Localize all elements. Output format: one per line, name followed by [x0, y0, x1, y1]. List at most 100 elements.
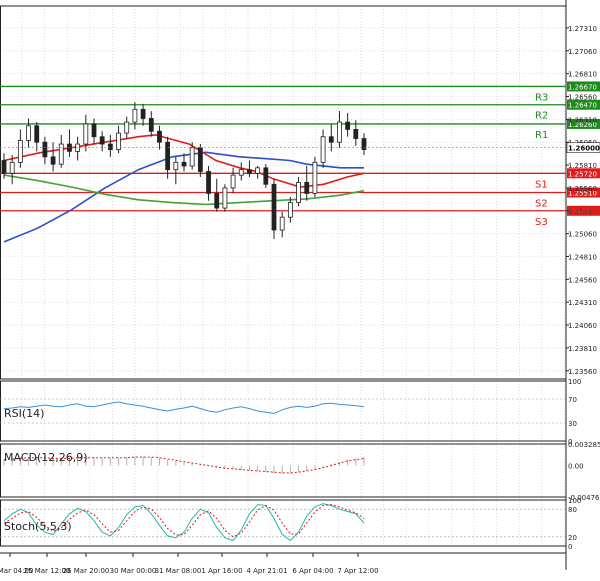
candle — [320, 129, 326, 168]
level-name-r2: R2 — [535, 111, 548, 122]
candle — [279, 211, 285, 238]
price-tick-label: 1.26560 — [568, 94, 597, 102]
candle-body — [337, 121, 342, 143]
candle-body — [83, 123, 89, 145]
stoch-tick-label: 20 — [568, 534, 577, 542]
rsi-label: RSI(14) — [4, 407, 44, 420]
moving-average-line — [3, 151, 364, 243]
candle — [50, 142, 56, 172]
candle-body — [189, 147, 195, 167]
candle-body — [361, 138, 367, 150]
time-tick-label: 31 Mar 08:00 — [155, 567, 202, 575]
level-price-tag-s2: 1.25510 — [567, 187, 600, 198]
candle — [165, 136, 171, 179]
level-price-tag-r3: 1.26670 — [567, 81, 600, 92]
price-tick-label: 1.24810 — [568, 253, 597, 261]
current-price-label: 1.26000 — [568, 145, 600, 153]
candle-body — [107, 143, 113, 150]
time-tick-label: 26 Mar 20:00 — [63, 567, 110, 575]
candle — [214, 178, 220, 212]
rsi-panel: 100 70 30 0 RSI(14) — [0, 378, 581, 446]
price-tick-label: 1.24560 — [568, 276, 597, 284]
rsi-tick-label: 0 — [568, 438, 572, 446]
candle — [263, 164, 269, 188]
price-tick-label: 1.26810 — [568, 71, 597, 79]
level-price-tag-r1: 1.26260 — [567, 118, 600, 129]
candle — [206, 165, 211, 201]
candle — [1, 153, 7, 179]
current-price-tag: 1.26000 — [566, 142, 600, 154]
level-name-s2: S2 — [535, 199, 548, 210]
level-price-tag-s1: 1.25720 — [567, 168, 600, 179]
candle — [107, 134, 113, 157]
rsi-tick-label: 30 — [568, 420, 577, 428]
level-price-label-r3: 1.26670 — [568, 83, 597, 91]
candle-body — [9, 161, 15, 174]
candle-body — [42, 141, 48, 158]
candle — [353, 120, 359, 146]
candle-body — [353, 129, 359, 139]
price-tick-label: 1.23810 — [568, 345, 597, 353]
chart-grid — [0, 6, 566, 546]
level-price-tag-s3: 1.25310 — [567, 205, 600, 216]
stoch-tick-label: 0 — [568, 543, 572, 551]
pivot-levels: R3 1.26670 R2 1.26470 R1 1.26260 S1 1.25720 S2 1.… — [0, 81, 600, 228]
level-name-s1: S1 — [535, 179, 548, 190]
time-tick-label: 30 Mar 00:00 — [110, 567, 157, 575]
candle — [116, 125, 121, 154]
candle-body — [255, 167, 261, 174]
level-name-s3: S3 — [535, 217, 548, 228]
candle-body — [214, 193, 220, 209]
time-tick-label: 24 Mar 04:00 — [0, 567, 33, 575]
candle-body — [34, 125, 40, 143]
candle — [9, 155, 15, 185]
candle — [345, 112, 351, 137]
price-axis: 1.27310 1.27060 1.26810 1.26560 1.26310 1.260… — [0, 25, 600, 376]
candle — [42, 136, 48, 165]
candle-body — [17, 139, 23, 163]
candle-body — [312, 161, 318, 194]
time-tick-label: 25 Mar 12:00 — [24, 567, 71, 575]
candle — [337, 111, 342, 148]
rsi-line — [3, 401, 365, 414]
candle — [287, 197, 293, 223]
candle — [17, 129, 23, 168]
candle — [222, 184, 228, 212]
level-price-label-r2: 1.26470 — [568, 102, 597, 110]
level-name-r1: R1 — [535, 130, 548, 141]
candle-body — [91, 123, 97, 138]
candle-body — [287, 202, 293, 218]
candle-body — [58, 143, 64, 165]
candle — [361, 133, 367, 156]
candle — [157, 125, 162, 150]
candle — [328, 123, 334, 152]
candle — [26, 118, 31, 148]
candle — [91, 118, 97, 145]
candle-body — [328, 136, 334, 143]
candle-body — [173, 161, 179, 171]
candle-body — [238, 169, 244, 176]
candle-body — [50, 156, 56, 165]
price-tick-label: 1.26310 — [568, 116, 597, 124]
price-tick-label: 1.24060 — [568, 322, 597, 330]
candle-body — [222, 187, 228, 209]
macd-label: MACD(12,26,9) — [4, 451, 88, 464]
price-tick-label: 1.24310 — [568, 299, 597, 307]
candle — [181, 153, 187, 172]
price-tick-label: 1.27310 — [568, 25, 597, 33]
candle — [255, 165, 261, 179]
macd-panel: 0.003285 0.00 -0.004769 MACD(12,26,9) — [3, 441, 600, 502]
rsi-tick-label: 70 — [568, 396, 577, 404]
macd-tick-label: 0.003285 — [568, 441, 600, 449]
moving-average-line — [3, 174, 365, 206]
candle — [58, 134, 64, 168]
candle — [148, 111, 154, 137]
candle-body — [320, 136, 326, 163]
candle-body — [1, 160, 7, 174]
candle-body — [296, 182, 301, 203]
candle-body — [247, 169, 252, 174]
price-tick-label: 1.27060 — [568, 48, 597, 56]
